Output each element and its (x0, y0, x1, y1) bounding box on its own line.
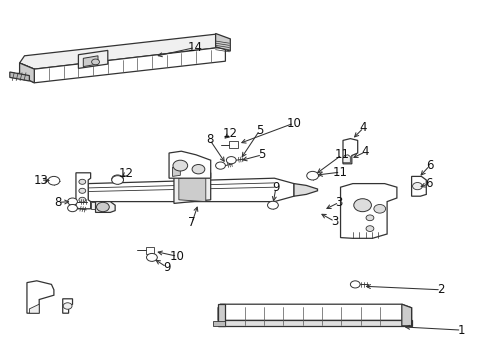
Polygon shape (78, 50, 108, 68)
Circle shape (216, 162, 225, 169)
Polygon shape (20, 63, 34, 83)
Polygon shape (213, 321, 225, 326)
Polygon shape (83, 56, 98, 67)
Text: 9: 9 (163, 261, 171, 274)
Polygon shape (88, 178, 294, 202)
Circle shape (68, 204, 77, 212)
Polygon shape (343, 155, 350, 163)
Circle shape (366, 215, 374, 221)
Circle shape (92, 59, 99, 65)
Polygon shape (10, 72, 29, 81)
Polygon shape (218, 304, 225, 326)
Polygon shape (218, 304, 412, 320)
Text: 7: 7 (188, 216, 196, 229)
Text: 6: 6 (426, 159, 434, 172)
Text: 2: 2 (437, 283, 445, 296)
Circle shape (413, 183, 422, 190)
Text: 4: 4 (360, 121, 368, 134)
Polygon shape (218, 320, 412, 326)
Polygon shape (20, 34, 230, 69)
Circle shape (112, 175, 123, 184)
Circle shape (79, 197, 86, 202)
Text: 9: 9 (272, 181, 280, 194)
Text: 11: 11 (335, 148, 349, 161)
Text: 3: 3 (331, 215, 339, 228)
Polygon shape (29, 304, 39, 313)
Text: 12: 12 (223, 127, 238, 140)
Polygon shape (146, 247, 154, 254)
Text: 3: 3 (335, 196, 343, 209)
Polygon shape (179, 175, 206, 202)
Polygon shape (91, 202, 103, 209)
Text: 14: 14 (188, 41, 202, 54)
Circle shape (63, 303, 72, 309)
Circle shape (112, 176, 123, 184)
Polygon shape (34, 47, 225, 83)
Text: 10: 10 (170, 250, 185, 263)
Circle shape (97, 202, 109, 212)
Circle shape (173, 160, 188, 171)
Text: 11: 11 (333, 166, 348, 179)
Text: 8: 8 (54, 196, 62, 209)
Polygon shape (20, 63, 34, 83)
Text: 1: 1 (458, 324, 466, 337)
Circle shape (79, 188, 86, 193)
Polygon shape (169, 151, 211, 178)
Polygon shape (343, 139, 358, 164)
Text: 4: 4 (361, 145, 369, 158)
Circle shape (147, 253, 157, 261)
Text: 6: 6 (425, 177, 433, 190)
Polygon shape (172, 166, 180, 176)
Polygon shape (216, 33, 230, 51)
Text: 5: 5 (256, 124, 264, 137)
Polygon shape (341, 184, 397, 238)
Text: 8: 8 (206, 133, 214, 146)
Text: 5: 5 (258, 148, 266, 161)
Circle shape (307, 171, 318, 180)
Circle shape (192, 165, 205, 174)
Circle shape (79, 179, 86, 184)
Polygon shape (174, 173, 211, 203)
Polygon shape (76, 173, 91, 209)
Polygon shape (294, 184, 318, 196)
Circle shape (48, 176, 60, 185)
Circle shape (366, 226, 374, 231)
Circle shape (268, 201, 278, 209)
Polygon shape (96, 202, 115, 212)
Text: 13: 13 (33, 174, 48, 186)
Text: 12: 12 (119, 167, 134, 180)
Polygon shape (63, 299, 73, 313)
Circle shape (68, 198, 77, 205)
Circle shape (350, 281, 360, 288)
Text: 10: 10 (287, 117, 301, 130)
Circle shape (226, 157, 236, 164)
Circle shape (354, 199, 371, 212)
Polygon shape (229, 141, 238, 148)
Polygon shape (412, 176, 426, 196)
Circle shape (374, 204, 386, 213)
Polygon shape (27, 281, 54, 313)
Polygon shape (402, 304, 412, 326)
